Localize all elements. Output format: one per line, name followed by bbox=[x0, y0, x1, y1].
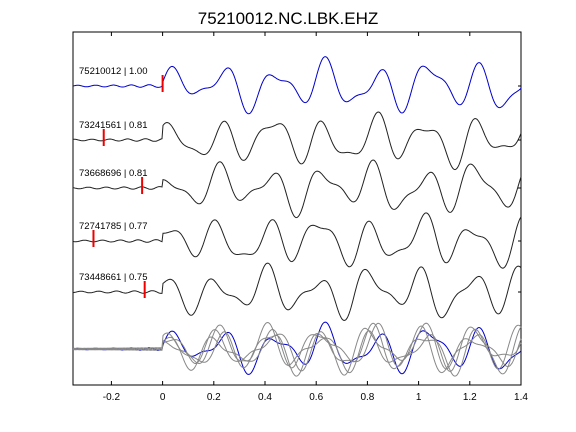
trace-line-73668696 bbox=[72, 159, 522, 219]
chart-title: 75210012.NC.LBK.EHZ bbox=[198, 9, 379, 28]
trace-line-73448661 bbox=[72, 262, 522, 322]
x-tick-label: 0.8 bbox=[360, 392, 374, 403]
x-tick-label: 0.6 bbox=[309, 392, 323, 403]
overlay-line-73448661 bbox=[72, 321, 522, 376]
x-tick-label: 1.4 bbox=[514, 392, 528, 403]
x-tick-label: 0 bbox=[160, 392, 166, 403]
trace-label-73241561: 73241561 | 0.81 bbox=[79, 120, 148, 131]
trace-line-75210012 bbox=[72, 56, 522, 115]
trace-label-73448661: 73448661 | 0.75 bbox=[79, 272, 148, 283]
trace-label-75210012: 75210012 | 1.00 bbox=[79, 66, 148, 77]
trace-label-73668696: 73668696 | 0.81 bbox=[79, 168, 148, 179]
trace-line-73241561 bbox=[73, 111, 522, 171]
x-tick-label: -0.2 bbox=[103, 392, 121, 403]
x-axis: -0.2 0 0.2 0.4 0.6 0.8 1 1.2 1.4 bbox=[103, 32, 528, 403]
trace-label-72741785: 72741785 | 0.77 bbox=[79, 221, 148, 232]
x-tick-label: 1 bbox=[416, 392, 422, 403]
trace-group: 75210012 | 1.00 73241561 | 0.81 73668696 |… bbox=[72, 56, 522, 322]
trace-line-72741785 bbox=[72, 212, 522, 269]
overlay-line-73241561 bbox=[72, 322, 522, 377]
x-tick-label: 0.4 bbox=[258, 392, 272, 403]
plot-frame bbox=[72, 31, 522, 386]
x-tick-label: 0.2 bbox=[207, 392, 221, 403]
x-tick-label: 1.2 bbox=[463, 392, 477, 403]
overlay-group bbox=[72, 321, 522, 377]
